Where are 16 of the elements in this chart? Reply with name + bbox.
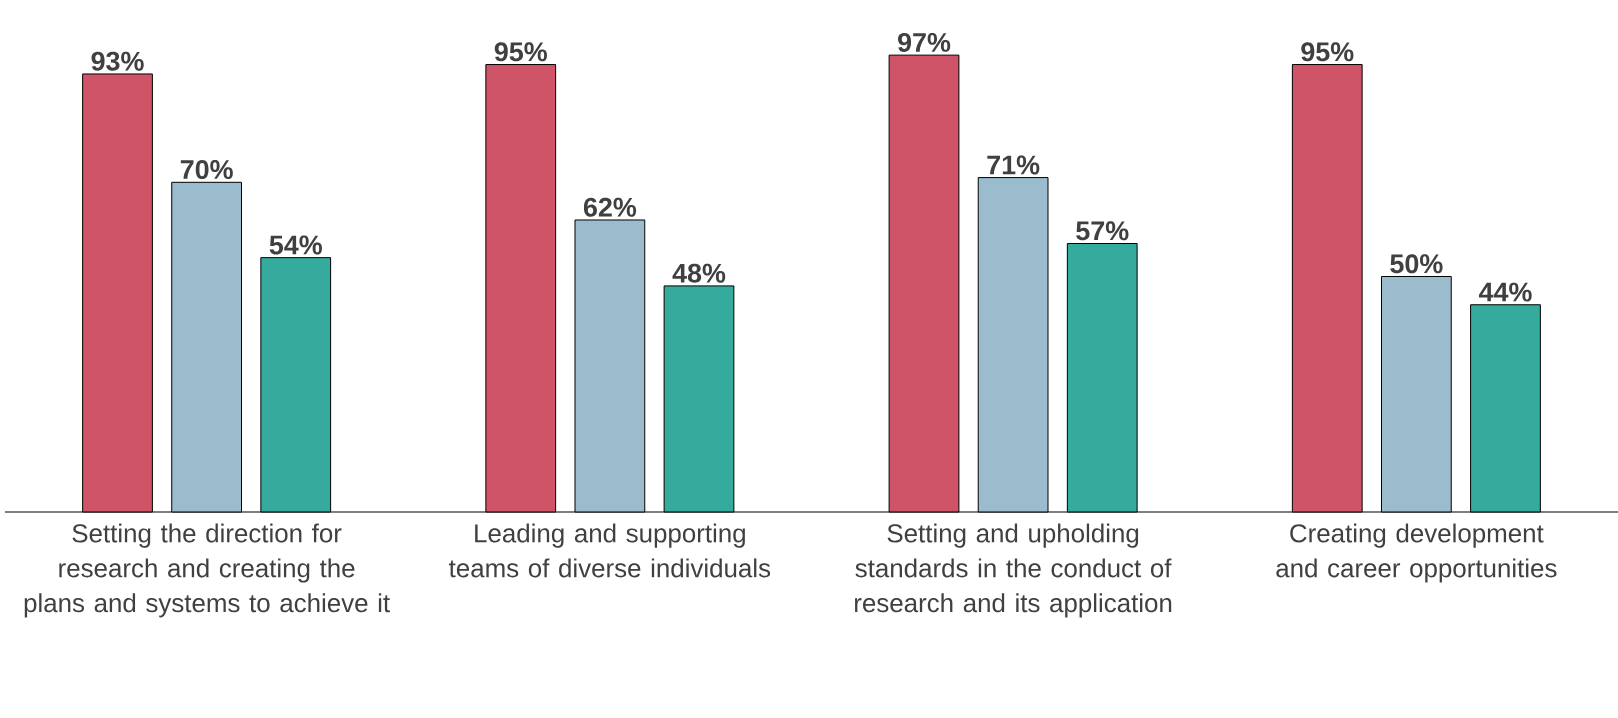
data-label: 62% <box>583 197 637 217</box>
data-label: 95% <box>1301 42 1354 62</box>
data-label: 44% <box>1478 282 1532 302</box>
x-tick-label: Leading and supporting teams of diverse individuals <box>449 523 771 578</box>
data-label: 95% <box>494 42 547 62</box>
data-label: 54% <box>269 235 322 255</box>
data-label: 50% <box>1390 254 1443 274</box>
data-label: 97% <box>898 32 951 52</box>
data-label: 93% <box>91 51 144 71</box>
data-label: 71% <box>987 155 1040 175</box>
data-label: 57% <box>1076 221 1129 241</box>
x-tick-label: Setting and upholding standards in the conduct of research and its application <box>855 523 1172 618</box>
data-label: 70% <box>180 160 233 180</box>
x-tick-label: Setting the direction for research and creating the plans and systems to achieve it <box>24 523 390 618</box>
data-label: 48% <box>672 263 726 283</box>
x-tick-label: Creating development and career opportunities <box>1276 523 1557 583</box>
